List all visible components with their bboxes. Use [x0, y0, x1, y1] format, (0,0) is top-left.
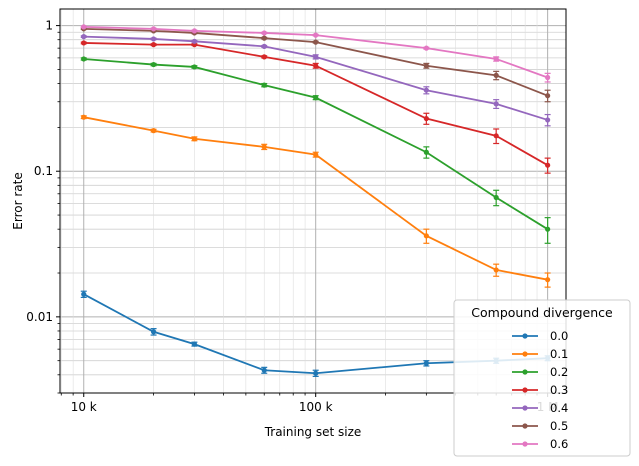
data-point [313, 39, 319, 45]
data-point [191, 341, 198, 347]
series-line [83, 35, 548, 121]
series-line [83, 116, 548, 281]
legend-swatch-marker [522, 333, 528, 339]
data-point [313, 54, 319, 60]
series-0.6 [80, 24, 551, 83]
legend-item-0.0: 0.0 [512, 329, 568, 343]
legend-swatch-marker [522, 387, 528, 393]
series-group [80, 24, 551, 378]
data-point [81, 40, 87, 46]
data-point [261, 82, 267, 88]
data-point [150, 61, 157, 68]
data-point [423, 45, 429, 51]
legend-label: 0.4 [550, 401, 568, 415]
data-point [423, 360, 429, 366]
data-point [493, 267, 499, 273]
series-0.1 [80, 114, 551, 288]
series-0.4 [80, 34, 551, 127]
data-point [493, 72, 499, 78]
grid [60, 9, 566, 394]
data-point [493, 194, 499, 201]
y-tick-label: 0.01 [26, 310, 53, 324]
data-point [261, 367, 267, 373]
legend-label: 0.2 [550, 365, 568, 379]
data-point [150, 26, 157, 32]
data-point [261, 144, 267, 150]
data-point [313, 63, 319, 69]
legend: Compound divergence 0.0 0.1 0.2 0.3 0.4 0.5 0.… [453, 299, 631, 457]
data-point [313, 370, 319, 376]
legend-label: 0.5 [550, 419, 568, 433]
data-point [545, 93, 551, 99]
data-point [261, 54, 267, 60]
data-point [545, 277, 551, 283]
axes-frame [59, 8, 567, 394]
legend-swatch-marker [522, 405, 528, 411]
y-tick-label: 0.1 [34, 164, 53, 178]
data-point [313, 152, 319, 158]
series-0.2 [80, 56, 551, 244]
legend-swatch-marker [522, 369, 528, 375]
legend-label: 0.1 [550, 347, 568, 361]
data-point [493, 133, 499, 139]
data-point [81, 56, 87, 62]
data-point [545, 226, 551, 232]
data-point [191, 38, 198, 44]
legend-item-0.3: 0.3 [512, 383, 568, 397]
series-0.3 [80, 40, 551, 174]
legend-item-0.4: 0.4 [512, 401, 568, 415]
data-point [261, 35, 267, 41]
legend-swatch-marker [522, 441, 528, 447]
data-point [191, 64, 198, 70]
data-point [493, 101, 499, 107]
series-line [83, 58, 549, 230]
data-point [150, 128, 157, 134]
legend-label: 0.3 [550, 383, 568, 397]
series-line [83, 42, 549, 166]
legend-label: 0.0 [550, 329, 568, 343]
data-point [81, 24, 87, 30]
data-point [423, 87, 429, 93]
data-point [261, 30, 267, 36]
series-line [83, 25, 548, 79]
data-point [81, 114, 87, 120]
data-point [545, 74, 551, 81]
data-point [191, 136, 198, 142]
data-point [150, 36, 157, 42]
legend-item-0.5: 0.5 [512, 419, 568, 433]
data-point [150, 42, 157, 48]
legend-item-0.6: 0.6 [512, 437, 568, 451]
data-point [313, 95, 319, 101]
data-point [423, 233, 429, 239]
legend-swatch-marker [522, 351, 528, 357]
data-point [150, 329, 157, 335]
legend-item-0.2: 0.2 [512, 365, 568, 379]
legend-box [453, 299, 631, 457]
legend-item-0.1: 0.1 [512, 347, 568, 361]
x-tick-label: 100 k [299, 400, 333, 414]
data-point [545, 162, 551, 168]
data-point [493, 56, 499, 62]
data-point [423, 63, 429, 69]
data-point [191, 28, 198, 34]
data-point [423, 115, 429, 122]
legend-title: Compound divergence [471, 305, 613, 320]
legend-label: 0.6 [550, 437, 568, 451]
data-point [313, 32, 319, 38]
y-axis-label: Error rate [11, 172, 25, 229]
data-point [81, 291, 87, 297]
y-tick-label: 1 [45, 19, 53, 33]
data-point [545, 117, 551, 123]
data-point [81, 34, 87, 40]
data-point [261, 43, 267, 49]
legend-swatch-marker [522, 423, 528, 429]
x-tick-label: 10 k [71, 400, 97, 414]
series-line [83, 27, 548, 97]
x-axis-label: Training set size [264, 425, 362, 439]
data-point [423, 149, 429, 155]
